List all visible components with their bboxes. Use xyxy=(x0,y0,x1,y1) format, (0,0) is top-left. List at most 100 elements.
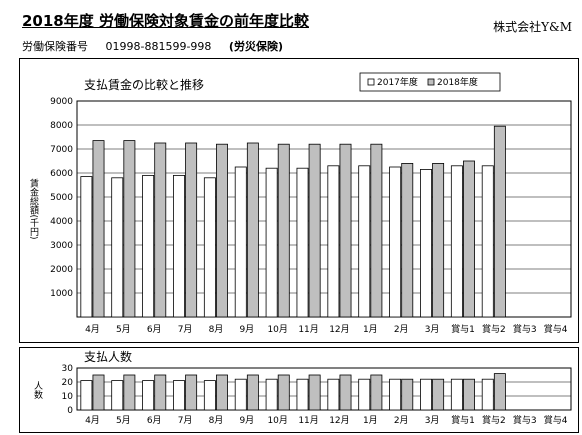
people-x-tick-label: 12月 xyxy=(329,415,349,426)
wage-bar-2018 xyxy=(154,142,167,318)
people-x-tick-label: 賞与3 xyxy=(513,414,537,426)
people-x-tick-label: 2月 xyxy=(394,415,409,426)
people-y-tick-label: 20 xyxy=(62,378,74,388)
wage-x-tick-label: 3月 xyxy=(425,324,440,335)
wage-bar-2017 xyxy=(142,175,155,318)
people-bar-2018 xyxy=(339,374,352,411)
wage-chart: 1000 2000 3000 4000 5000 6000 7000 8000 9000 支払賃金… xyxy=(28,72,572,335)
people-x-tick-label: 賞与2 xyxy=(482,414,506,426)
wage-bar-2017 xyxy=(389,166,402,318)
wage-y-tick-label: 9000 xyxy=(50,97,73,107)
people-y-tick-label: 0 xyxy=(67,406,73,416)
company-name: 株式会社Y&M xyxy=(493,20,572,34)
people-bar-2017 xyxy=(389,378,402,411)
wage-legend-label: 2018年度 xyxy=(437,76,478,88)
people-bar-2017 xyxy=(111,380,124,411)
wage-legend-swatch-2017 xyxy=(367,78,375,86)
people-bar-2017 xyxy=(450,378,463,411)
people-x-tick-label: 5月 xyxy=(116,415,131,426)
wage-bar-2017 xyxy=(450,165,463,318)
people-x-tick-label: 8月 xyxy=(209,415,224,426)
people-bar-2017 xyxy=(203,380,216,411)
people-x-tick-label: 1月 xyxy=(363,415,378,426)
wage-bar-2017 xyxy=(111,177,124,318)
people-bar-2018 xyxy=(216,374,228,411)
people-bar-2018 xyxy=(308,374,321,411)
wage-bar-2017 xyxy=(173,175,185,318)
people-y-axis-label: 人数 xyxy=(32,381,43,400)
wage-bar-2018 xyxy=(339,143,352,318)
wage-title: 支払賃金の比較と推移 xyxy=(84,77,204,92)
wage-x-tick-label: 6月 xyxy=(147,324,162,335)
people-title: 支払人数 xyxy=(84,349,132,364)
wage-bar-2017 xyxy=(265,167,278,318)
wage-bar-2017 xyxy=(327,165,340,318)
people-bar-2017 xyxy=(80,380,93,411)
people-bar-2018 xyxy=(493,373,506,411)
people-x-tick-label: 4月 xyxy=(85,415,100,426)
wage-x-tick-label: 賞与1 xyxy=(451,323,475,335)
insurance-category: (労災保険) xyxy=(228,40,283,53)
wage-x-tick-label: 2月 xyxy=(394,324,409,335)
wage-y-tick-label: 6000 xyxy=(50,169,73,179)
wage-x-tick-label: 賞与3 xyxy=(513,323,537,335)
wage-y-tick-label: 4000 xyxy=(50,217,73,227)
people-bar-2017 xyxy=(358,378,371,411)
people-bar-2018 xyxy=(432,378,445,411)
wage-bar-2018 xyxy=(493,125,506,318)
wage-bar-2017 xyxy=(420,169,432,318)
people-bar-2018 xyxy=(370,374,383,411)
people-bar-2018 xyxy=(154,374,167,411)
wage-bar-2017 xyxy=(296,167,309,318)
people-bar-2017 xyxy=(420,378,432,411)
people-bar-2017 xyxy=(234,378,247,411)
people-bar-2018 xyxy=(246,374,259,411)
wage-bar-2017 xyxy=(358,165,371,318)
people-bar-2018 xyxy=(92,374,105,411)
people-bar-2018 xyxy=(185,374,198,411)
wage-bar-2018 xyxy=(401,163,414,318)
people-bar-2018 xyxy=(401,378,414,411)
wage-bar-2018 xyxy=(185,142,198,318)
wage-y-axis-label: 賃金総額(千円) xyxy=(28,177,39,239)
document-title: 2018年度 労働保険対象賃金の前年度比較 xyxy=(22,12,309,30)
wage-x-tick-label: 10月 xyxy=(267,324,287,335)
wage-y-tick-label: 5000 xyxy=(50,193,73,203)
wage-bar-2018 xyxy=(92,140,105,318)
wage-bar-2018 xyxy=(432,163,445,318)
people-bar-2017 xyxy=(481,378,494,411)
wage-bar-2018 xyxy=(123,140,136,318)
insurance-info: 労働保険番号 01998-881599-998 (労災保険) xyxy=(22,38,297,54)
wage-y-tick-label: 7000 xyxy=(50,145,73,155)
wage-x-tick-label: 1月 xyxy=(363,324,378,335)
people-y-tick-label: 30 xyxy=(62,364,74,374)
people-bar-2018 xyxy=(463,378,475,411)
wage-legend-label: 2017年度 xyxy=(377,76,418,88)
wage-bar-2018 xyxy=(463,160,475,318)
people-x-tick-label: 3月 xyxy=(425,415,440,426)
wage-bar-2018 xyxy=(370,143,383,318)
people-x-tick-label: 6月 xyxy=(147,415,162,426)
people-bar-2017 xyxy=(296,378,309,411)
wage-bar-2017 xyxy=(80,176,93,318)
wage-x-tick-label: 賞与4 xyxy=(544,323,568,335)
wage-x-tick-label: 4月 xyxy=(85,324,100,335)
wage-y-tick-label: 8000 xyxy=(50,121,73,131)
people-bar-2017 xyxy=(265,378,278,411)
wage-bar-2017 xyxy=(481,165,494,318)
wage-bar-2018 xyxy=(246,142,259,318)
wage-bar-2018 xyxy=(216,143,228,318)
people-x-tick-label: 賞与1 xyxy=(451,414,475,426)
wage-x-tick-label: 5月 xyxy=(116,324,131,335)
wage-x-tick-label: 8月 xyxy=(209,324,224,335)
wage-legend-swatch-2018 xyxy=(427,78,435,86)
people-y-tick-label: 10 xyxy=(62,392,74,402)
headcount-chart-panel: 0 10 20 30 支払人数 人数 4月 5月 6月 7月 8月 9月 10月 11月 12月 1月 2月 3月… xyxy=(19,347,579,433)
insurance-number-label: 労働保険番号 xyxy=(22,40,88,53)
wage-y-tick-label: 1000 xyxy=(50,289,73,299)
wage-x-tick-label: 11月 xyxy=(298,324,318,335)
wage-y-tick-label: 2000 xyxy=(50,265,73,275)
wage-x-tick-label: 賞与2 xyxy=(482,323,506,335)
wage-bar-2017 xyxy=(203,177,216,318)
